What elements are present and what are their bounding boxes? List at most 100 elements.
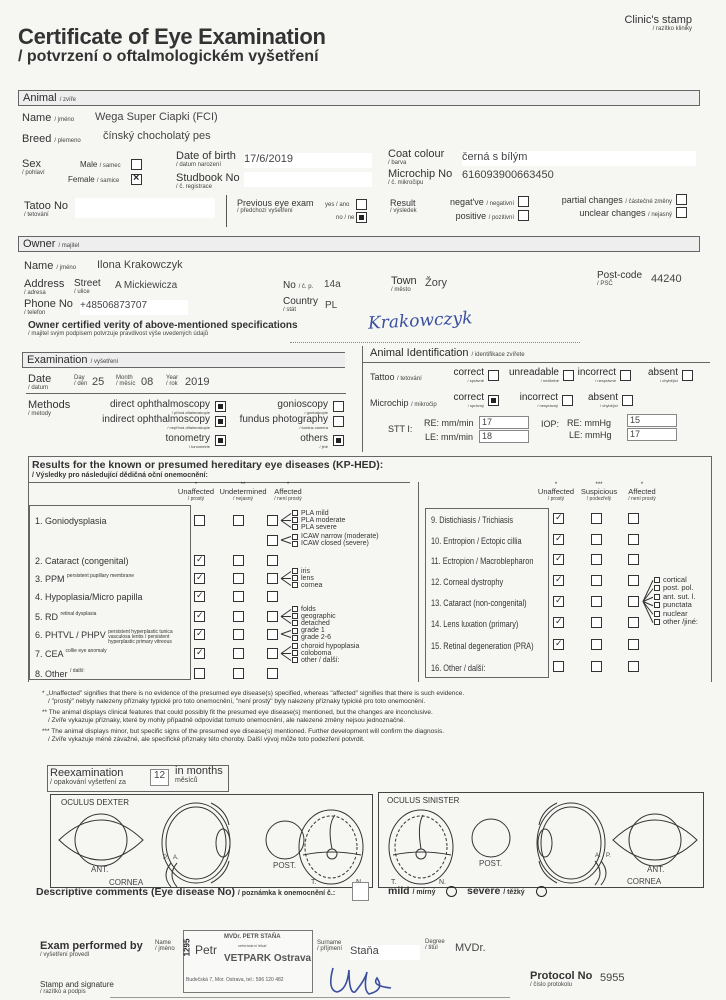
disease-11-status-checkbox-0[interactable] xyxy=(553,553,564,565)
country-field[interactable]: PL xyxy=(325,300,338,311)
tattoo-absent-checkbox[interactable] xyxy=(682,370,693,381)
disease-8-status-checkbox-2[interactable] xyxy=(267,668,278,679)
disease-13-option-checkbox[interactable] xyxy=(654,619,660,626)
disease-9-status-checkbox-0[interactable] xyxy=(553,512,564,524)
coat-field[interactable]: černá s bílým xyxy=(462,151,696,166)
iop-re-field[interactable]: 15 xyxy=(627,414,677,427)
previous-exam-no-checkbox[interactable] xyxy=(356,212,367,223)
disease-5-option-checkbox[interactable] xyxy=(292,620,298,626)
examiner-name-field[interactable]: Petr xyxy=(195,943,218,957)
method-checkbox-tonometry[interactable] xyxy=(215,435,226,446)
disease-8-status-checkbox-0[interactable] xyxy=(194,668,205,679)
disease-13-status-checkbox-1[interactable] xyxy=(591,596,602,607)
disease-14-status-checkbox-2[interactable] xyxy=(628,617,639,628)
tattoo-correct-checkbox[interactable] xyxy=(488,370,499,381)
house-no-field[interactable]: 14a xyxy=(324,279,341,290)
microchip-incorrect-checkbox[interactable] xyxy=(562,395,573,406)
disease-15-status-checkbox-1[interactable] xyxy=(591,639,602,650)
disease-6-option-checkbox[interactable] xyxy=(292,634,298,641)
disease-13-status-checkbox-2[interactable] xyxy=(628,596,639,607)
disease-13-option-checkbox[interactable] xyxy=(654,593,660,600)
surname-field[interactable]: Staňa xyxy=(350,945,420,960)
stt-le-field[interactable]: 18 xyxy=(479,430,529,443)
comments-disease-no-field[interactable] xyxy=(352,882,369,901)
male-checkbox[interactable] xyxy=(131,159,142,170)
disease-3-option-checkbox[interactable] xyxy=(292,582,298,588)
disease-1-extra-option-checkbox[interactable] xyxy=(292,533,298,540)
result-negative-checkbox[interactable] xyxy=(518,196,529,207)
disease-2-status-checkbox-0[interactable] xyxy=(194,554,205,566)
disease-6-status-checkbox-0[interactable] xyxy=(194,628,205,640)
disease-1-option-checkbox[interactable] xyxy=(292,517,298,523)
dob-field[interactable]: 17/6/2019 xyxy=(244,153,372,168)
animal-name-field[interactable]: Wega Super Ciapki (FCI) xyxy=(95,111,218,123)
disease-7-option-checkbox[interactable] xyxy=(292,650,298,656)
postcode-field[interactable]: 44240 xyxy=(651,273,682,285)
disease-3-status-checkbox-2[interactable] xyxy=(267,573,278,584)
microchip-absent-checkbox[interactable] xyxy=(622,395,633,406)
disease-7-option-checkbox[interactable] xyxy=(292,643,298,649)
disease-13-option-checkbox[interactable] xyxy=(654,576,660,583)
disease-2-status-checkbox-2[interactable] xyxy=(267,555,278,566)
disease-10-status-checkbox-1[interactable] xyxy=(591,534,602,545)
street-field[interactable]: A Mickiewicza xyxy=(115,280,178,291)
disease-3-option-checkbox[interactable] xyxy=(292,575,298,581)
tattoo-unreadable-checkbox[interactable] xyxy=(563,370,574,381)
disease-1-option-checkbox[interactable] xyxy=(292,510,298,516)
disease-13-status-checkbox-0[interactable] xyxy=(553,595,564,607)
disease-5-status-checkbox-0[interactable] xyxy=(194,610,205,622)
disease-14-status-checkbox-0[interactable] xyxy=(553,616,564,628)
disease-1-extra-affected-checkbox[interactable] xyxy=(267,535,278,546)
disease-3-status-checkbox-1[interactable] xyxy=(233,573,244,584)
method-checkbox-gonioscopy[interactable] xyxy=(333,401,344,412)
disease-7-status-checkbox-0[interactable] xyxy=(194,647,205,659)
microchip-field[interactable]: 616093900663450 xyxy=(462,169,554,181)
disease-6-status-checkbox-1[interactable] xyxy=(233,629,244,640)
disease-16-status-checkbox-0[interactable] xyxy=(553,661,564,672)
previous-exam-yes-checkbox[interactable] xyxy=(356,199,367,210)
tattoo-field[interactable] xyxy=(75,198,215,218)
microchip-correct-checkbox[interactable] xyxy=(488,395,499,406)
disease-5-status-checkbox-2[interactable] xyxy=(267,611,278,622)
disease-6-option-checkbox[interactable] xyxy=(292,627,298,634)
disease-15-status-checkbox-0[interactable] xyxy=(553,638,564,650)
disease-2-status-checkbox-1[interactable] xyxy=(233,555,244,566)
disease-11-status-checkbox-2[interactable] xyxy=(628,554,639,565)
disease-1-extra-option-checkbox[interactable] xyxy=(292,540,298,547)
phone-field[interactable]: +48506873707 xyxy=(80,300,188,315)
disease-1-option-checkbox[interactable] xyxy=(292,524,298,530)
disease-1-status-checkbox-1[interactable] xyxy=(233,515,244,526)
female-checkbox[interactable] xyxy=(131,172,142,185)
disease-5-option-checkbox[interactable] xyxy=(292,606,298,612)
disease-1-status-checkbox-2[interactable] xyxy=(267,515,278,526)
disease-12-status-checkbox-0[interactable] xyxy=(553,574,564,586)
protocol-field[interactable]: 5955 xyxy=(600,972,625,984)
method-checkbox-fundus-photography[interactable] xyxy=(333,416,344,427)
studbook-field[interactable] xyxy=(244,172,372,187)
result-positive-checkbox[interactable] xyxy=(518,210,529,221)
mild-radio[interactable] xyxy=(446,886,457,897)
disease-9-status-checkbox-2[interactable] xyxy=(628,513,639,524)
disease-5-option-checkbox[interactable] xyxy=(292,613,298,619)
disease-4-status-checkbox-2[interactable] xyxy=(267,591,278,602)
disease-4-status-checkbox-0[interactable] xyxy=(194,590,205,602)
disease-13-option-checkbox[interactable] xyxy=(654,585,660,592)
disease-3-status-checkbox-0[interactable] xyxy=(194,572,205,584)
disease-13-option-checkbox[interactable] xyxy=(654,610,660,617)
reexam-months-field[interactable]: 12 xyxy=(150,769,169,786)
owner-name-field[interactable]: Ilona Krakowczyk xyxy=(97,259,183,271)
disease-3-option-checkbox[interactable] xyxy=(292,568,298,574)
severe-radio[interactable] xyxy=(536,886,547,897)
disease-15-status-checkbox-2[interactable] xyxy=(628,639,639,650)
disease-12-status-checkbox-1[interactable] xyxy=(591,575,602,586)
month-field[interactable]: 08 xyxy=(141,376,154,388)
iop-le-field[interactable]: 17 xyxy=(627,428,677,441)
disease-7-option-checkbox[interactable] xyxy=(292,657,298,663)
disease-10-status-checkbox-0[interactable] xyxy=(553,533,564,545)
disease-9-status-checkbox-1[interactable] xyxy=(591,513,602,524)
tattoo-incorrect-checkbox[interactable] xyxy=(620,370,631,381)
oculus-sinister-panel[interactable]: OCULUS SINISTER T. N. POST. A. P. ANT. C… xyxy=(378,792,704,888)
disease-11-status-checkbox-1[interactable] xyxy=(591,554,602,565)
disease-7-status-checkbox-1[interactable] xyxy=(233,648,244,659)
town-field[interactable]: Žory xyxy=(425,277,447,289)
